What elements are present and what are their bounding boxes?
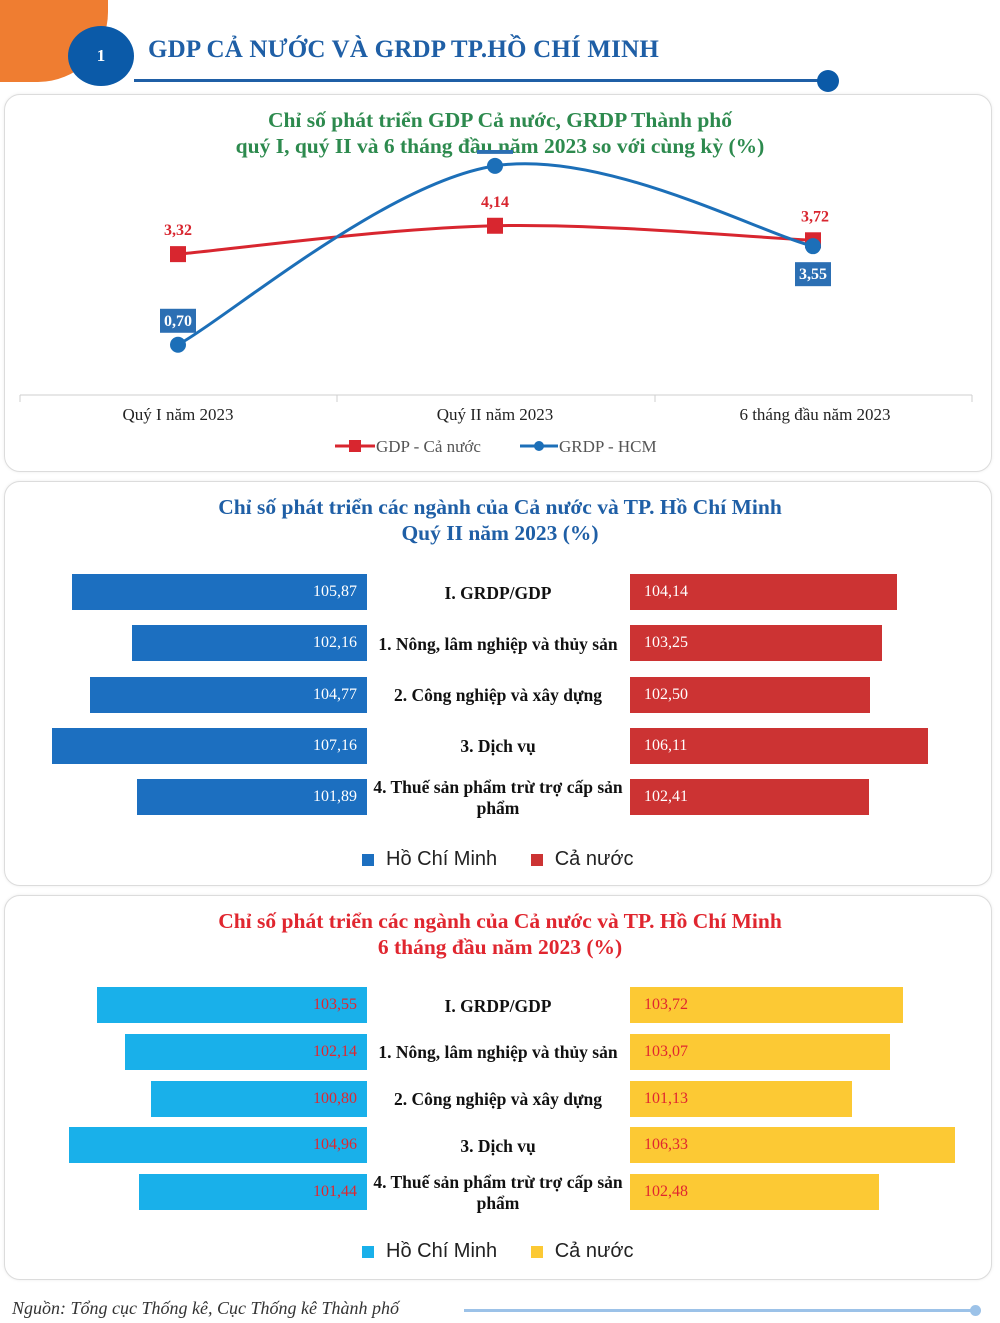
q2-legend-vn-label: Cả nước	[554, 848, 634, 870]
q2-hcm-bar-3: 107,16	[51, 727, 367, 764]
q2-row-4: 101,89 102,41 4. Thuế sản phẩm trừ trợ cấp…	[0, 777, 1000, 818]
h1-vn-bar-1: 103,07	[630, 1033, 891, 1070]
q2-hcm-bar-1: 102,16	[132, 625, 367, 662]
legend-grdp-label: GRDP - HCM	[559, 437, 657, 456]
h1-category-label-1: 1. Nông, lâm nghiệp và thủy sản	[378, 1042, 618, 1063]
q2-legend-vn-swatch	[530, 853, 543, 866]
q2-category-label-0: I. GRDP/GDP	[444, 582, 552, 603]
h1-row-3: 104,96 106,33 3. Dịch vụ	[0, 1127, 1000, 1164]
x-tick-label-2: 6 tháng đầu năm 2023	[739, 405, 890, 424]
header-divider	[134, 79, 824, 82]
line-chart-title-line1: Chỉ số phát triển GDP Cả nước, GRDP Thàn…	[267, 108, 733, 132]
q2-category-label-3: 3. Dịch vụ	[460, 736, 536, 757]
gdp-data-label-1: 4,14	[481, 194, 509, 211]
h1-category-label-3: 3. Dịch vụ	[460, 1135, 536, 1156]
q2-legend-hcm-swatch	[362, 853, 374, 866]
h1-legend-hcm-swatch	[362, 1245, 374, 1258]
footer-divider	[464, 1309, 976, 1312]
h1-vn-bar-3: 106,33	[630, 1127, 955, 1164]
q2-hcm-bar-0: 105,87	[72, 574, 367, 610]
gdp-marker-0	[170, 246, 186, 263]
grdp-data-label-0: 0,70	[164, 313, 192, 330]
series-line-1	[177, 162, 814, 347]
gdp-marker-1	[487, 217, 503, 234]
h1-hcm-bar-0: 103,55	[97, 987, 367, 1023]
x-tick-label-0: Quý I năm 2023	[123, 405, 234, 424]
q2-chart-title-line2: Quý II năm 2023 (%)	[401, 521, 599, 545]
grdp-label-box-0	[160, 308, 196, 333]
h1-category-label-2: 2. Công nghiệp và xây dựng	[394, 1089, 602, 1110]
h1-row-4: 101,44 102,48 4. Thuế sản phẩm trừ trợ cấp…	[0, 1172, 1000, 1213]
q2-hcm-bar-4: 101,89	[136, 779, 367, 816]
h1-vn-bar-4: 102,48	[630, 1174, 879, 1211]
q2-category-label-4: 4. Thuế sản phẩm trừ trợ cấp sản phẩm	[373, 777, 623, 819]
h1-vn-bar-2: 101,13	[630, 1080, 853, 1117]
grdp-data-label-2: 3,55	[799, 266, 827, 283]
grdp-label-box-2	[795, 262, 831, 287]
grdp-marker-0	[170, 336, 186, 353]
q2-vn-bar-2: 102,50	[630, 676, 871, 713]
q2-vn-bar-0: 104,14	[630, 574, 897, 610]
x-tick-label-1: Quý II năm 2023	[437, 405, 554, 424]
q2-vn-bar-3: 106,11	[630, 727, 929, 764]
line-chart-title-line2: quý I, quý II và 6 tháng đầu năm 2023 so…	[235, 134, 765, 158]
h1-hcm-bar-1: 102,14	[124, 1033, 367, 1070]
q2-legend-hcm-label: Hồ Chí Minh	[386, 848, 498, 870]
grdp-marker-1	[487, 157, 503, 174]
gdp-data-label-0: 3,32	[164, 222, 192, 239]
h1-chart-title-line2: 6 tháng đầu năm 2023 (%)	[377, 935, 623, 959]
h1-hcm-bar-4: 101,44	[138, 1174, 367, 1211]
section-number-badge: 1	[68, 26, 134, 86]
q2-row-3: 107,16 106,11 3. Dịch vụ	[0, 727, 1000, 764]
legend-gdp-label: GDP - Cả nước	[376, 437, 481, 456]
h1-legend-vn-swatch	[530, 1245, 543, 1258]
footer-divider-dot	[970, 1305, 981, 1316]
h1-hcm-bar-3: 104,96	[69, 1127, 367, 1164]
q2-vn-bar-4: 102,41	[630, 779, 869, 816]
h1-legend: Hồ Chí Minh Cả nước	[362, 1240, 633, 1263]
legend-gdp-marker	[349, 440, 361, 452]
grdp-label-box-1	[477, 150, 513, 154]
q2-category-label-2: 2. Công nghiệp và xây dựng	[394, 685, 602, 706]
h1-category-label-0: I. GRDP/GDP	[444, 995, 552, 1016]
q2-row-0: 105,87 104,14 I. GRDP/GDP	[0, 574, 1000, 610]
h1-row-2: 100,80 101,13 2. Công nghiệp và xây dựng	[0, 1080, 1000, 1117]
h1-vn-bar-0: 103,72	[630, 987, 904, 1023]
q2-chart-title-line1: Chỉ số phát triển các ngành của Cả nước …	[218, 495, 782, 519]
h1-legend-vn-label: Cả nước	[554, 1240, 634, 1262]
header-divider-dot	[817, 70, 839, 92]
q2-legend: Hồ Chí Minh Cả nước	[362, 848, 633, 871]
q2-category-label-1: 1. Nông, lâm nghiệp và thủy sản	[378, 633, 618, 654]
h1-category-label-4: 4. Thuế sản phẩm trừ trợ cấp sản phẩm	[373, 1172, 623, 1214]
line-chart: Quý I năm 2023 Quý II năm 2023 6 tháng đầu…	[19, 150, 973, 456]
h1-legend-hcm-label: Hồ Chí Minh	[386, 1240, 498, 1262]
q2-row-1: 102,16 103,25 1. Nông, lâm nghiệp và thủy …	[0, 625, 1000, 662]
h1-row-0: 103,55 103,72 I. GRDP/GDP	[0, 987, 1000, 1023]
source-note: Nguồn: Tổng cục Thống kê, Cục Thống kê T…	[12, 1298, 399, 1318]
q2-row-2: 104,77 102,50 2. Công nghiệp và xây dựng	[0, 676, 1000, 713]
h1-chart-title: Chỉ số phát triển các ngành của Cả nước …	[0, 908, 1000, 960]
legend-grdp-marker	[534, 441, 544, 451]
grdp-data-label-1: 5,87	[481, 150, 509, 151]
h1-hcm-bar-2: 100,80	[151, 1080, 367, 1117]
q2-vn-bar-1: 103,25	[630, 625, 883, 662]
line-chart-title: Chỉ số phát triển GDP Cả nước, GRDP Thàn…	[0, 107, 1000, 159]
q2-chart-title: Chỉ số phát triển các ngành của Cả nước …	[0, 494, 1000, 546]
h1-row-1: 102,14 103,07 1. Nông, lâm nghiệp và thủy …	[0, 1033, 1000, 1070]
grdp-marker-2	[805, 238, 821, 255]
gdp-data-label-2: 3,72	[801, 208, 829, 225]
q2-hcm-bar-2: 104,77	[90, 676, 367, 713]
h1-chart-title-line1: Chỉ số phát triển các ngành của Cả nước …	[218, 909, 782, 933]
page-title: GDP CẢ NƯỚC VÀ GRDP TP.HỒ CHÍ MINH	[148, 36, 659, 63]
